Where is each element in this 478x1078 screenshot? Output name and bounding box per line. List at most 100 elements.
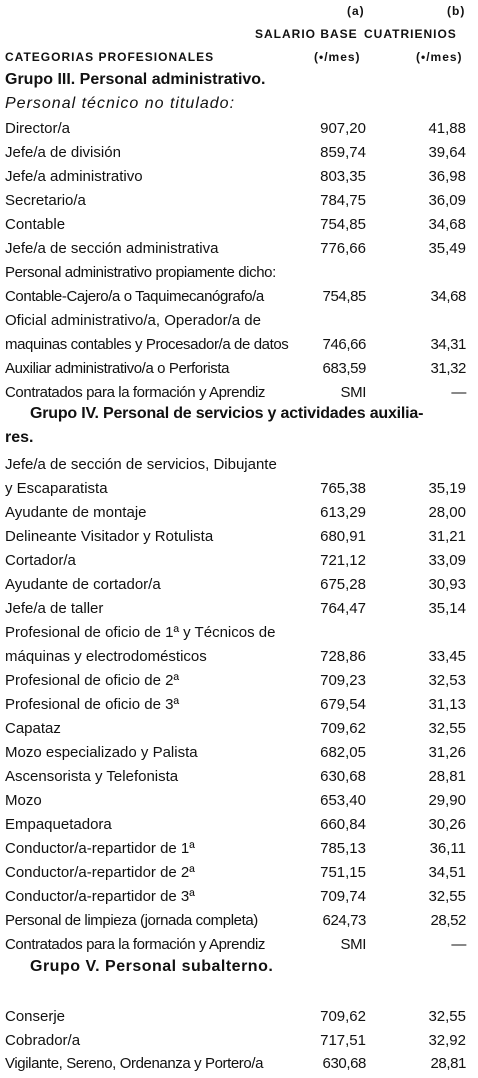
table-row: Jefe/a administrativo 803,35 36,98 bbox=[5, 166, 473, 188]
row-label: Secretario/a bbox=[5, 192, 86, 209]
row-label: Cortador/a bbox=[5, 552, 76, 569]
group-5-heading: Grupo V. Personal subalterno. bbox=[30, 958, 274, 975]
cuatrienios-value: — bbox=[451, 384, 466, 401]
cuatrienios-value: 31,21 bbox=[428, 528, 466, 545]
table-row: Ayudante de cortador/a 675,28 30,93 bbox=[5, 574, 473, 596]
row-label: y Escaparatista bbox=[5, 480, 108, 497]
cuatrienios-value: 36,98 bbox=[428, 168, 466, 185]
row-label: Conductor/a-repartidor de 3ª bbox=[5, 888, 195, 905]
table-row: Mozo 653,40 29,90 bbox=[5, 790, 473, 812]
group-4-heading: Grupo IV. Personal de servicios y activi… bbox=[30, 405, 424, 422]
cuatrienios-value: 35,14 bbox=[428, 600, 466, 617]
cuatrienios-value: 32,55 bbox=[428, 888, 466, 905]
salary-base-value: 653,40 bbox=[320, 792, 366, 809]
table-row: Auxiliar administrativo/a o Perforista 68… bbox=[5, 358, 473, 380]
table-row: Conductor/a-repartidor de 2ª 751,15 34,51 bbox=[5, 862, 473, 884]
cuatrienios-value: 32,55 bbox=[428, 720, 466, 737]
row-label: maquinas contables y Procesador/a de dat… bbox=[5, 336, 289, 353]
salary-base-value: SMI bbox=[340, 384, 367, 401]
row-label: Conserje bbox=[5, 1008, 66, 1025]
cuatrienios-value: 33,45 bbox=[428, 648, 466, 665]
cuatrienios-value: 32,53 bbox=[428, 672, 466, 689]
row-label: Jefe/a de taller bbox=[5, 600, 104, 617]
cuatrienios-value: 31,26 bbox=[428, 744, 466, 761]
salary-base-value: 709,62 bbox=[320, 720, 366, 737]
cuatrienios-value: 36,11 bbox=[429, 840, 466, 857]
row-label: Personal administrativo propiamente dich… bbox=[5, 264, 276, 281]
row-label: Ayudante de cortador/a bbox=[5, 576, 161, 593]
salary-base-value: 679,54 bbox=[320, 696, 366, 713]
table-row: Jefe/a de división 859,74 39,64 bbox=[5, 142, 473, 164]
table-row: Director/a 907,20 41,88 bbox=[5, 118, 473, 140]
table-row: maquinas contables y Procesador/a de dat… bbox=[5, 334, 473, 356]
table-row: Conserje 709,62 32,55 bbox=[5, 1006, 473, 1028]
col-a-title: SALARIO BASE bbox=[255, 27, 358, 41]
table-row: Mozo especializado y Palista 682,05 31,26 bbox=[5, 742, 473, 764]
cuatrienios-value: 28,52 bbox=[430, 912, 466, 929]
salary-base-value: 709,62 bbox=[320, 1008, 366, 1025]
table-row: Contratados para la formación y Aprendiz… bbox=[5, 934, 473, 956]
salary-base-value: 764,47 bbox=[320, 600, 366, 617]
table-row: Cobrador/a 717,51 32,92 bbox=[5, 1030, 473, 1052]
cuatrienios-value: 36,09 bbox=[428, 192, 466, 209]
row-label: Auxiliar administrativo/a o Perforista bbox=[5, 360, 230, 377]
table-row: Secretario/a 784,75 36,09 bbox=[5, 190, 473, 212]
row-label: Mozo especializado y Palista bbox=[5, 744, 198, 761]
cuatrienios-value: 31,13 bbox=[428, 696, 466, 713]
salary-base-value: 784,75 bbox=[320, 192, 366, 209]
salary-base-value: 746,66 bbox=[322, 336, 367, 353]
table-row: Ascensorista y Telefonista 630,68 28,81 bbox=[5, 766, 473, 788]
salary-base-value: 785,13 bbox=[320, 840, 366, 857]
cuatrienios-value: 31,32 bbox=[430, 360, 466, 377]
table-row: Contable-Cajero/a o Taquimecanógrafo/a 75… bbox=[5, 286, 473, 308]
cuatrienios-value: 34,68 bbox=[428, 216, 466, 233]
table-row: Personal administrativo propiamente dich… bbox=[5, 262, 473, 284]
group-3-heading: Grupo III. Personal administrativo. bbox=[5, 71, 266, 88]
row-label: Empaquetadora bbox=[5, 816, 112, 833]
row-label: máquinas y electrodomésticos bbox=[5, 648, 207, 665]
row-label: Jefe/a administrativo bbox=[5, 168, 143, 185]
cuatrienios-value: 28,81 bbox=[430, 1055, 466, 1072]
salary-base-value: 754,85 bbox=[320, 216, 366, 233]
row-label: Mozo bbox=[5, 792, 42, 809]
row-label: Vigilante, Sereno, Ordenanza y Portero/a bbox=[5, 1055, 264, 1072]
col-b-title: CUATRIENIOS bbox=[364, 27, 457, 41]
salary-base-value: 675,28 bbox=[320, 576, 366, 593]
group-3-subheading: Personal técnico no titulado: bbox=[5, 95, 236, 112]
table-row: máquinas y electrodomésticos 728,86 33,45 bbox=[5, 646, 473, 668]
row-label: Delineante Visitador y Rotulista bbox=[5, 528, 214, 545]
row-label: Jefe/a de sección administrativa bbox=[5, 240, 219, 257]
salary-base-value: 682,05 bbox=[320, 744, 366, 761]
salary-base-value: 859,74 bbox=[320, 144, 366, 161]
row-label: Conductor/a-repartidor de 1ª bbox=[5, 840, 195, 857]
table-row: Conductor/a-repartidor de 1ª 785,13 36,11 bbox=[5, 838, 473, 860]
table-row: Capataz 709,62 32,55 bbox=[5, 718, 473, 740]
row-label: Jefe/a de sección de servicios, Dibujant… bbox=[5, 456, 277, 473]
cuatrienios-value: 28,81 bbox=[428, 768, 466, 785]
table-row: Contratados para la formación y Aprendiz… bbox=[5, 382, 473, 404]
table-row: y Escaparatista 765,38 35,19 bbox=[5, 478, 473, 500]
salary-base-value: 754,85 bbox=[322, 288, 367, 305]
table-row: Contable 754,85 34,68 bbox=[5, 214, 473, 236]
salary-base-value: 683,59 bbox=[322, 360, 367, 377]
table-row: Empaquetadora 660,84 30,26 bbox=[5, 814, 473, 836]
col-b-unit: (•/mes) bbox=[416, 50, 463, 64]
salary-base-value: 721,12 bbox=[320, 552, 366, 569]
salary-base-value: 907,20 bbox=[320, 120, 366, 137]
row-label: Profesional de oficio de 2ª bbox=[5, 672, 179, 689]
salary-base-value: 680,91 bbox=[320, 528, 366, 545]
cuatrienios-value: 39,64 bbox=[428, 144, 466, 161]
cuatrienios-value: 30,26 bbox=[428, 816, 466, 833]
salary-base-value: 728,86 bbox=[320, 648, 366, 665]
cuatrienios-value: 33,09 bbox=[428, 552, 466, 569]
row-label: Oficial administrativo/a, Operador/a de bbox=[5, 312, 261, 329]
cuatrienios-value: 35,19 bbox=[428, 480, 466, 497]
salary-base-value: 776,66 bbox=[320, 240, 366, 257]
salary-base-value: 709,23 bbox=[320, 672, 366, 689]
salary-base-value: SMI bbox=[340, 936, 367, 953]
salary-base-value: 717,51 bbox=[320, 1032, 366, 1049]
salary-base-value: 624,73 bbox=[322, 912, 367, 929]
row-label: Cobrador/a bbox=[5, 1032, 81, 1049]
table-row: Cortador/a 721,12 33,09 bbox=[5, 550, 473, 572]
table-row: Jefe/a de sección de servicios, Dibujant… bbox=[5, 454, 473, 476]
